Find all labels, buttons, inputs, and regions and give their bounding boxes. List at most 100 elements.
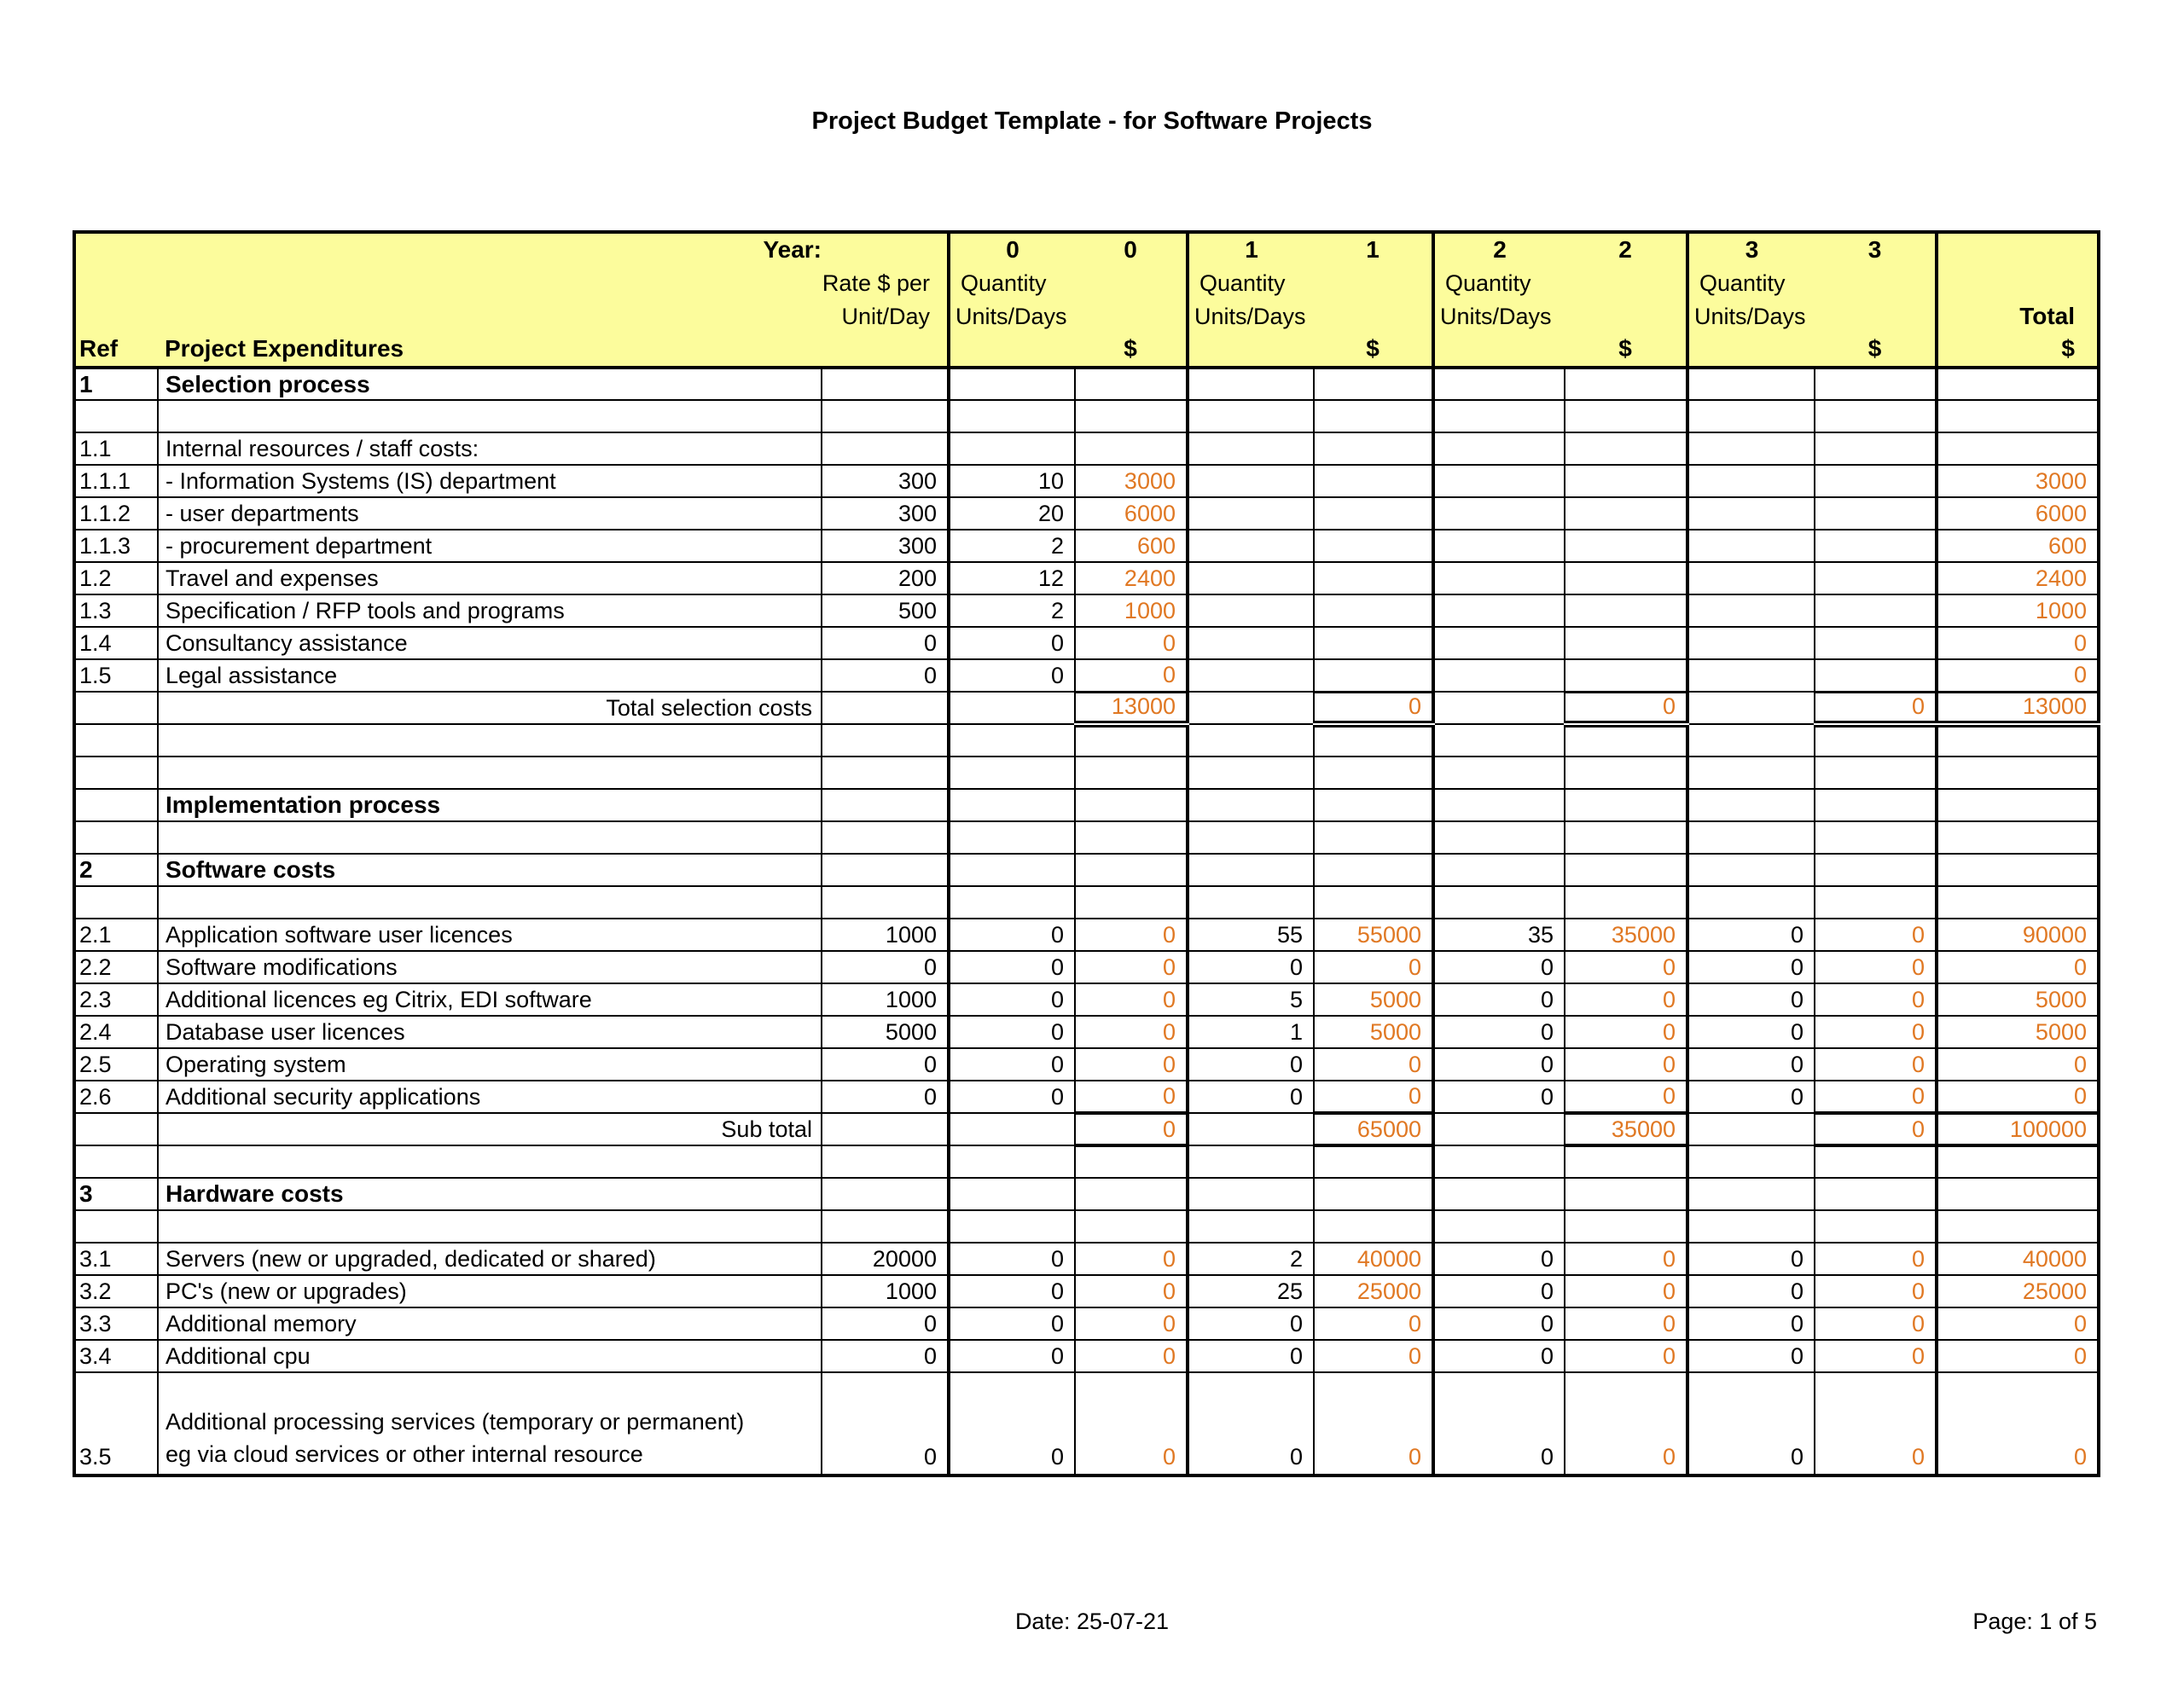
cell-y1-qty: 0 <box>1187 950 1315 984</box>
cell-y2-qty <box>1432 1177 1565 1211</box>
table-row: 2.3 Additional licences eg Citrix, EDI so… <box>73 983 2100 1017</box>
cell-rate <box>821 1145 950 1179</box>
cell-y3-dollar: 0 <box>1814 1080 1938 1114</box>
cell-y0-dollar <box>1074 1209 1189 1244</box>
cell-ref: 2.6 <box>73 1080 159 1114</box>
dollar-label: $ <box>1366 335 1380 362</box>
cell-y1-qty: 55 <box>1187 918 1315 952</box>
year-label: Year: <box>763 236 822 263</box>
footer-date: Date: 25-07-21 <box>1014 1609 1170 1634</box>
cell-y3-dollar <box>1814 626 1938 660</box>
quantity-label: Quantity <box>1199 270 1286 296</box>
cell-y2-qty: 0 <box>1432 1339 1565 1373</box>
cell-y0-qty <box>948 432 1076 466</box>
table-row: 2.4 Database user licences 5000 0 0 1 5000 0 0 0 0… <box>73 1015 2100 1049</box>
cell-y1-qty <box>1187 496 1315 530</box>
spacer <box>822 234 947 267</box>
cell-y0-qty: 0 <box>948 1242 1076 1276</box>
dollar-label: $ <box>1867 335 1882 362</box>
cell-y3-dollar <box>1814 1177 1938 1211</box>
cell-y1-dollar <box>1313 432 1435 466</box>
cell-y3-qty: 0 <box>1687 1080 1815 1114</box>
cell-rate <box>821 820 950 855</box>
cell-y0-qty <box>948 885 1076 919</box>
table-row: 1.5 Legal assistance 0 0 0 0 <box>73 658 2100 693</box>
cell-y1-qty <box>1187 432 1315 466</box>
spacer <box>158 267 822 300</box>
cell-total <box>1936 432 2100 466</box>
cell-y0-dollar <box>1074 820 1189 855</box>
cell-y1-dollar: 0 <box>1313 1080 1435 1114</box>
cell-y3-dollar <box>1814 658 1938 693</box>
cell-ref: 2 <box>73 853 159 887</box>
cell-ref: 2.1 <box>73 918 159 952</box>
footer-page-number: Page: 1 of 5 <box>1972 1609 2097 1634</box>
cell-y0-dollar: 0 <box>1074 983 1189 1017</box>
units-days-label: Units/Days <box>1694 303 1806 329</box>
cell-total: 0 <box>1936 626 2100 660</box>
cell-y0-qty: 0 <box>948 1274 1076 1308</box>
cell-y3-qty: 0 <box>1687 950 1815 984</box>
cell-desc: Total selection costs <box>157 691 822 725</box>
cell-y2-dollar <box>1564 820 1689 855</box>
cell-y2-dollar: 0 <box>1564 950 1689 984</box>
cell-y1-qty <box>1187 658 1315 693</box>
cell-y3-dollar <box>1814 399 1938 433</box>
cell-y0-dollar <box>1074 756 1189 790</box>
cell-ref: 1.1.1 <box>73 464 159 498</box>
cell-ref: 1.3 <box>73 594 159 628</box>
cell-y0-qty: 2 <box>948 594 1076 628</box>
cell-total <box>1936 723 2100 757</box>
cell-y3-qty <box>1687 820 1815 855</box>
cell-y1-dollar: 55000 <box>1313 918 1435 952</box>
cell-y1-qty: 0 <box>1187 1047 1315 1081</box>
cell-ref <box>73 820 159 855</box>
col-year1-dollar-header: 1 $ <box>1314 232 1435 369</box>
cell-y3-qty <box>1687 399 1815 433</box>
cell-y2-dollar <box>1564 885 1689 919</box>
cell-y1-dollar <box>1313 658 1435 693</box>
cell-y1-dollar: 5000 <box>1313 1015 1435 1049</box>
cell-y2-dollar <box>1564 529 1689 563</box>
cell-y3-qty <box>1687 853 1815 887</box>
cell-desc: Travel and expenses <box>157 561 822 595</box>
cell-ref: 2.3 <box>73 983 159 1017</box>
cell-ref: 2.5 <box>73 1047 159 1081</box>
cell-y0-dollar <box>1074 399 1189 433</box>
cell-y2-dollar <box>1564 1177 1689 1211</box>
cell-desc: Additional security applications <box>157 1080 822 1114</box>
cell-rate: 300 <box>821 529 950 563</box>
cell-y3-dollar: 0 <box>1814 983 1938 1017</box>
cell-desc: Additional cpu <box>157 1339 822 1373</box>
cell-desc: Servers (new or upgraded, dedicated or s… <box>157 1242 822 1276</box>
cell-y1-qty <box>1187 1177 1315 1211</box>
cell-y0-qty: 0 <box>948 658 1076 693</box>
cell-y2-dollar <box>1564 367 1689 401</box>
cell-rate: 0 <box>821 658 950 693</box>
year0-number: 0 <box>1006 236 1019 263</box>
cell-y3-dollar: 0 <box>1814 1339 1938 1373</box>
cell-y1-dollar <box>1313 594 1435 628</box>
cell-y1-dollar <box>1313 756 1435 790</box>
cell-y2-dollar <box>1564 399 1689 433</box>
col-year3-qty-header: 3 Quantity Units/Days <box>1687 232 1815 369</box>
cell-rate: 5000 <box>821 1015 950 1049</box>
cell-y2-qty <box>1432 367 1565 401</box>
spacer <box>1075 267 1186 300</box>
cell-ref: 1.4 <box>73 626 159 660</box>
cell-rate: 1000 <box>821 1274 950 1308</box>
cell-y0-dollar: 0 <box>1074 626 1189 660</box>
cell-y0-dollar: 0 <box>1074 950 1189 984</box>
cell-total: 1000 <box>1936 594 2100 628</box>
cell-y0-dollar: 0 <box>1074 918 1189 952</box>
cell-ref: 1.5 <box>73 658 159 693</box>
table-row: 3.1 Servers (new or upgraded, dedicated o… <box>73 1242 2100 1276</box>
cell-y1-qty: 2 <box>1187 1242 1315 1276</box>
spacer <box>1815 300 1935 333</box>
table-header-row: Ref Year: Project Expenditures Rate $ pe… <box>74 232 2099 369</box>
cell-rate: 0 <box>821 1080 950 1114</box>
cell-y1-dollar <box>1313 853 1435 887</box>
cell-y1-dollar: 0 <box>1313 1307 1435 1341</box>
cell-y1-dollar <box>1313 885 1435 919</box>
